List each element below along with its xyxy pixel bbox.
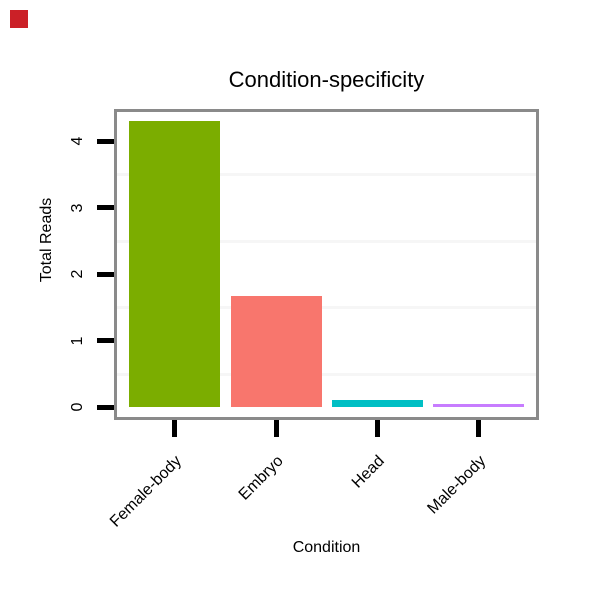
y-tick-label: 0 [69, 402, 86, 412]
y-axis-tick [97, 271, 114, 277]
minor-gridline [117, 239, 536, 243]
x-axis-tick [171, 420, 177, 437]
x-axis-tick [374, 420, 380, 437]
plot-area [114, 109, 539, 420]
bar-male-body [432, 403, 524, 408]
x-axis-title: Condition [292, 539, 361, 556]
y-tick-label: 2 [69, 269, 86, 279]
minor-gridline [117, 306, 536, 310]
x-category-label: Male-body [423, 452, 489, 518]
y-tick-label: 1 [69, 336, 86, 346]
y-tick-label: 4 [69, 136, 86, 146]
y-axis-tick [97, 205, 114, 211]
y-axis-tick [97, 404, 114, 410]
x-category-label: Embryo [236, 452, 288, 504]
minor-gridline [117, 173, 536, 177]
y-tick-label: 3 [69, 203, 86, 213]
x-category-label: Female-body [106, 452, 185, 531]
bar-female-body [128, 121, 220, 408]
red-marker-square [10, 10, 28, 28]
x-axis-tick [274, 420, 279, 437]
y-axis-title: Total Reads [38, 197, 55, 283]
minor-gridline [117, 372, 536, 376]
y-axis-tick [97, 138, 114, 144]
y-axis-tick [97, 338, 114, 344]
x-category-label: Head [348, 452, 388, 492]
bar-embryo [231, 296, 322, 408]
x-axis-tick [475, 420, 481, 437]
bar-head [331, 399, 423, 408]
chart-title: Condition-specificity [228, 67, 425, 92]
